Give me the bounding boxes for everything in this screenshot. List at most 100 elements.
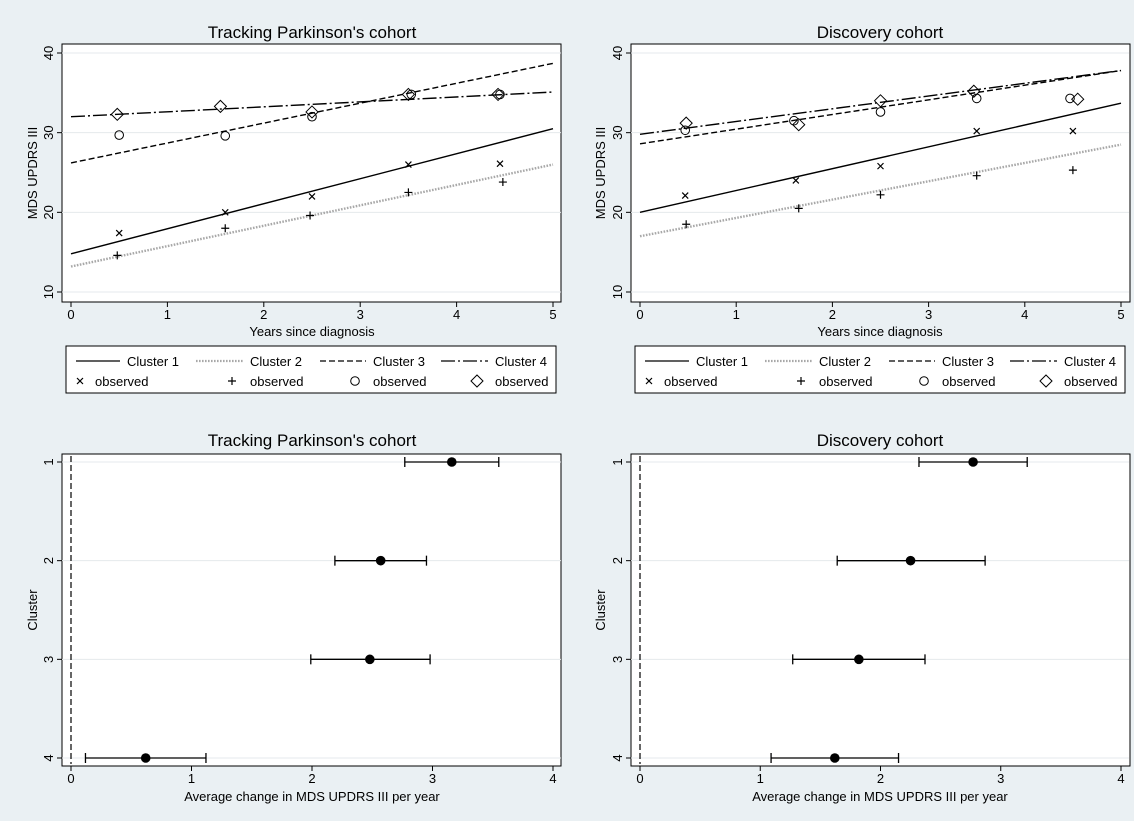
plot-area xyxy=(61,43,562,303)
y-axis-label: MDS UPDRS III xyxy=(593,127,608,219)
observed-marker-diamond xyxy=(305,105,319,119)
x-axis-label: Years since diagnosis xyxy=(249,324,375,339)
y-tick-label: 3 xyxy=(41,656,56,663)
gridlines xyxy=(62,52,561,293)
y-tick-label: 30 xyxy=(41,125,56,139)
observed-marker-plus xyxy=(682,220,691,229)
observed-marker-plus xyxy=(876,190,885,199)
observed-marker-plus xyxy=(404,188,413,197)
point-estimate-cluster-1 xyxy=(446,457,457,467)
legend-marker-x xyxy=(645,377,653,385)
series-line-cluster-1 xyxy=(70,128,554,255)
x-axis-label: Average change in MDS UPDRS III per year xyxy=(752,789,1008,804)
observed-marker-circle xyxy=(789,115,799,126)
x-tick-label: 3 xyxy=(925,307,932,322)
observed-marker-circle xyxy=(220,131,231,141)
series-line-cluster-4 xyxy=(70,91,554,118)
x-tick-label: 4 xyxy=(453,307,460,322)
observed-marker-plus xyxy=(1068,166,1077,175)
y-tick-label: 20 xyxy=(41,205,56,219)
legend-label-cluster-2: Cluster 2 xyxy=(819,354,871,369)
legend-box xyxy=(634,345,1126,394)
point-estimate-cluster-2 xyxy=(375,555,386,566)
legend-label-observed-plus: observed xyxy=(250,374,303,389)
observed-marker-x xyxy=(1069,127,1077,135)
series-line-cluster-4 xyxy=(639,69,1122,135)
x-tick-label: 2 xyxy=(308,771,315,786)
y-tick-label: 2 xyxy=(41,557,56,564)
x-tick-label: 1 xyxy=(733,307,740,322)
legend-label-cluster-1: Cluster 1 xyxy=(696,354,748,369)
observed-marker-plus xyxy=(972,171,981,180)
observed-markers xyxy=(679,84,1085,229)
y-tick-label: 10 xyxy=(41,285,56,299)
observed-marker-x xyxy=(973,127,981,135)
legend-label-observed-circle: observed xyxy=(373,374,426,389)
observed-marker-circle xyxy=(1065,93,1075,104)
y-tick-label: 2 xyxy=(610,557,625,564)
legend-marker-plus xyxy=(228,377,236,385)
x-tick-label: 5 xyxy=(549,307,556,322)
legend-label-observed-plus: observed xyxy=(819,374,872,389)
point-estimate-cluster-4 xyxy=(140,753,151,763)
legend-label-observed-diamond: observed xyxy=(495,374,548,389)
observed-marker-plus xyxy=(794,204,803,213)
chart-title: Discovery cohort xyxy=(817,431,944,450)
legend: Cluster 1 Cluster 2 Cluster 3 Cluster 4 … xyxy=(634,345,1126,394)
panel-discovery-slopes: 0 1 2 3 4 1 2 3 4 Discovery cohort Average chan… xyxy=(593,431,1131,804)
chart-title: Discovery cohort xyxy=(817,23,944,42)
observed-marker-plus xyxy=(113,251,122,260)
x-axis-label: Years since diagnosis xyxy=(817,324,943,339)
observed-marker-diamond xyxy=(401,87,416,102)
x-tick-label: 2 xyxy=(877,771,884,786)
x-axis: 0 1 2 3 4 5 xyxy=(67,302,557,322)
x-tick-label: 1 xyxy=(164,307,171,322)
legend-marker-diamond xyxy=(1039,374,1053,388)
observed-markers xyxy=(110,87,507,260)
legend-label-observed-x: observed xyxy=(95,374,148,389)
observed-marker-x xyxy=(308,192,316,200)
x-tick-label: 4 xyxy=(1021,307,1028,322)
observed-marker-circle xyxy=(114,130,124,140)
point-estimate-cluster-3 xyxy=(365,654,375,665)
point-estimates xyxy=(830,457,978,763)
legend-label-cluster-2: Cluster 2 xyxy=(250,354,302,369)
y-tick-label: 30 xyxy=(610,125,625,139)
observed-marker-x xyxy=(877,162,884,170)
x-axis: 0 1 2 3 4 xyxy=(67,766,557,786)
x-tick-label: 1 xyxy=(188,771,195,786)
observed-marker-diamond xyxy=(792,117,806,132)
observed-marker-circle xyxy=(307,111,317,122)
x-tick-label: 1 xyxy=(757,771,764,786)
legend-marker-x xyxy=(76,377,84,385)
y-tick-label: 40 xyxy=(41,46,56,60)
y-tick-label: 4 xyxy=(41,754,56,761)
x-tick-label: 3 xyxy=(429,771,436,786)
y-axis: 10 20 30 40 xyxy=(610,46,631,299)
y-axis: 10 20 30 40 xyxy=(41,46,62,299)
legend-markers xyxy=(645,374,1053,388)
point-estimate-cluster-4 xyxy=(830,753,840,763)
series-line-cluster-1 xyxy=(639,102,1122,214)
y-axis: 1 2 3 4 xyxy=(41,458,62,762)
legend-marker-plus xyxy=(797,377,805,385)
observed-marker-x xyxy=(792,177,800,184)
observed-marker-x xyxy=(681,192,689,200)
panel-tracking-trajectories: 0 1 2 3 4 5 10 20 30 40 Tracking Parkinson's coh… xyxy=(25,23,562,394)
x-tick-label: 4 xyxy=(1117,771,1124,786)
legend: Cluster 1 Cluster 2 Cluster 3 Cluster 4 … xyxy=(65,345,557,394)
legend-label-cluster-1: Cluster 1 xyxy=(127,354,179,369)
panel-discovery-trajectories: 0 1 2 3 4 5 10 20 30 40 Discovery cohort Years s… xyxy=(593,23,1131,394)
y-tick-label: 1 xyxy=(41,458,56,465)
observed-marker-diamond xyxy=(213,99,228,114)
x-tick-label: 0 xyxy=(636,771,643,786)
y-tick-label: 10 xyxy=(610,285,625,299)
y-tick-label: 1 xyxy=(610,458,625,465)
y-tick-label: 20 xyxy=(610,205,625,219)
plot-area xyxy=(61,453,562,767)
observed-marker-plus xyxy=(306,211,315,220)
legend-label-cluster-4: Cluster 4 xyxy=(1064,354,1116,369)
y-axis: 1 2 3 4 xyxy=(610,458,631,762)
